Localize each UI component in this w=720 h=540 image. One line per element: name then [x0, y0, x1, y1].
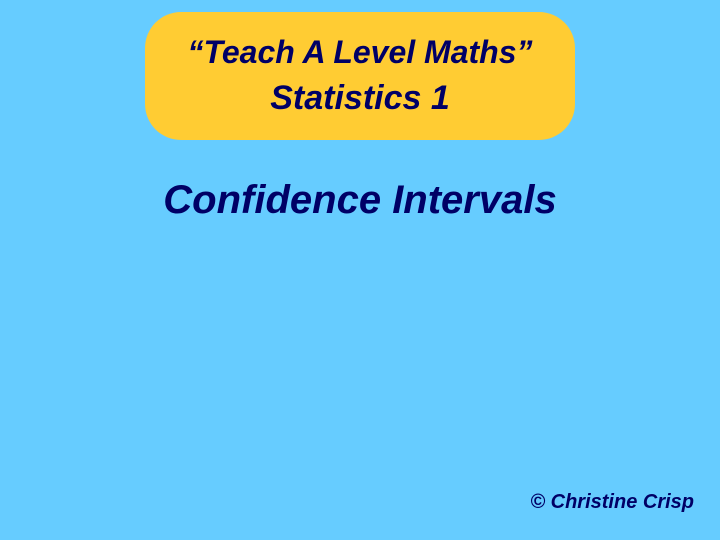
- title-box: “Teach A Level Maths” Statistics 1: [145, 12, 575, 140]
- credit: © Christine Crisp: [530, 491, 694, 514]
- title-line1: “Teach A Level Maths”: [188, 34, 533, 71]
- slide: “Teach A Level Maths” Statistics 1 Confi…: [0, 0, 720, 540]
- title-line2: Statistics 1: [270, 79, 450, 118]
- subtitle: Confidence Intervals: [0, 178, 720, 223]
